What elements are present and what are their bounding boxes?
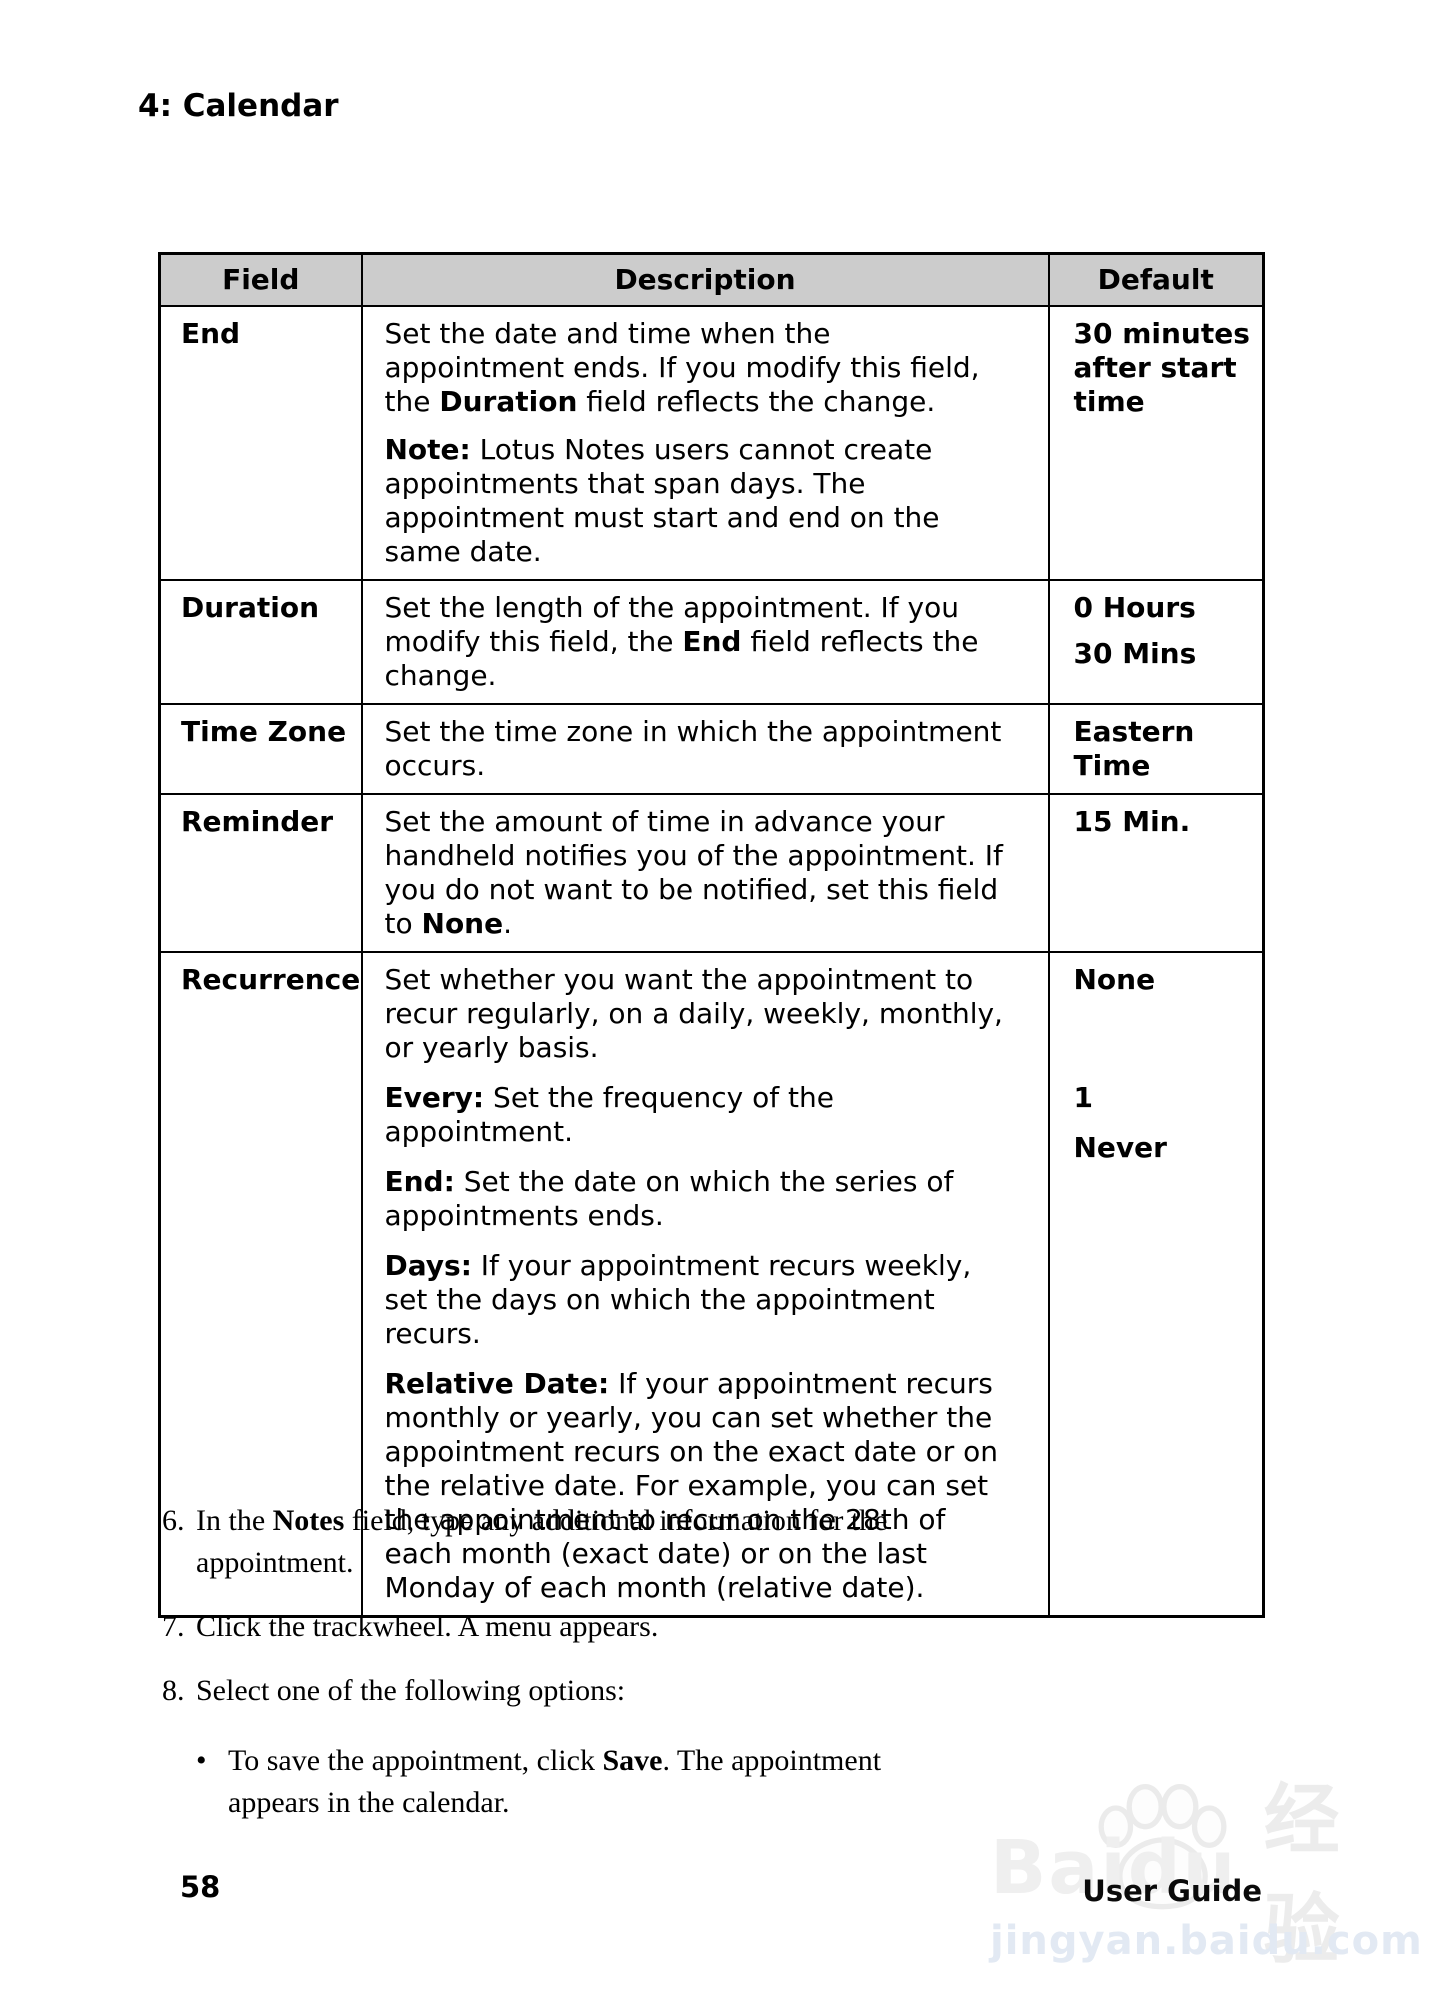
default-value: 1 xyxy=(1073,1081,1093,1114)
default-value: None xyxy=(1073,963,1156,996)
step-text: In the Notes field, type any additional … xyxy=(196,1504,888,1579)
step-8: 8. Select one of the following options: xyxy=(162,1670,914,1712)
table-row-reminder: Reminder Set the amount of time in advan… xyxy=(158,793,1265,953)
step-text: Select one of the following options: xyxy=(196,1674,626,1707)
default-value: 30 minutes after start time xyxy=(1073,317,1250,418)
baidu-jingyan-watermark: Baidu 经验 jingyan.baidu.com xyxy=(990,1775,1423,1974)
step-text: Click the trackwheel. A menu appears. xyxy=(196,1610,659,1643)
field-description: Set the time zone in which the appointme… xyxy=(360,703,1050,795)
field-default: None 1 Never xyxy=(1047,951,1265,1618)
step-number: 6. xyxy=(162,1504,185,1537)
field-name: Duration xyxy=(158,579,363,705)
description-note: Note: Lotus Notes users cannot create ap… xyxy=(384,433,940,568)
table-row-timezone: Time Zone Set the time zone in which the… xyxy=(158,703,1265,795)
bullet-text: To save the appointment, click Save. The… xyxy=(228,1744,882,1819)
field-name: Reminder xyxy=(158,793,363,953)
watermark-url: jingyan.baidu.com xyxy=(990,1918,1423,1964)
step-number: 8. xyxy=(162,1674,185,1707)
step-7: 7. Click the trackwheel. A menu appears. xyxy=(162,1606,914,1648)
default-value: 0 Hours xyxy=(1073,591,1196,624)
field-default: 15 Min. xyxy=(1047,793,1265,953)
description-paragraph: Every: Set the frequency of the appointm… xyxy=(384,1081,834,1148)
field-name: Time Zone xyxy=(158,703,363,795)
default-value: 30 Mins xyxy=(1073,637,1197,670)
table-row-recurrence: Recurrence Set whether you want the appo… xyxy=(158,951,1265,1618)
table-row-duration: Duration Set the length of the appointme… xyxy=(158,579,1265,705)
description-paragraph: Set the amount of time in advance your h… xyxy=(384,805,1003,940)
footer-doc-title: User Guide xyxy=(1082,1874,1262,1908)
field-name: End xyxy=(158,305,363,581)
description-paragraph: Set whether you want the appointment to … xyxy=(384,963,1003,1064)
table-header-row: Field Description Default xyxy=(158,252,1265,307)
description-paragraph: Relative Date: If your appointment recur… xyxy=(384,1367,999,1604)
field-name: Recurrence xyxy=(158,951,363,1618)
bullet-marker: • xyxy=(196,1744,207,1777)
description-paragraph: End: Set the date on which the series of… xyxy=(384,1165,954,1232)
step-number: 7. xyxy=(162,1610,185,1643)
bullet-save-option: • To save the appointment, click Save. T… xyxy=(196,1740,914,1824)
description-paragraph: Set the time zone in which the appointme… xyxy=(384,715,1002,782)
numbered-steps: 6. In the Notes field, type any addition… xyxy=(162,1500,914,1846)
default-value: 15 Min. xyxy=(1073,805,1191,838)
watermark-jingyan-cn-text: 经验 xyxy=(1263,1775,1340,1974)
default-value: Eastern Time xyxy=(1073,715,1195,782)
watermark-brand-row: Baidu 经验 xyxy=(990,1775,1360,1974)
page-number: 58 xyxy=(180,1870,221,1904)
chapter-title: 4: Calendar xyxy=(138,88,339,124)
column-header-field: Field xyxy=(158,252,363,307)
paw-icon xyxy=(1098,1784,1227,1910)
field-default: Eastern Time xyxy=(1047,703,1265,795)
description-paragraph: Set the length of the appointment. If yo… xyxy=(384,591,979,692)
watermark-baidu-text: Baidu xyxy=(990,1825,1238,1911)
field-default: 30 minutes after start time xyxy=(1047,305,1265,581)
description-paragraph: Days: If your appointment recurs weekly,… xyxy=(384,1249,972,1350)
step-6: 6. In the Notes field, type any addition… xyxy=(162,1500,914,1584)
column-header-default: Default xyxy=(1047,252,1265,307)
field-description: Set the amount of time in advance your h… xyxy=(360,793,1050,953)
field-description: Set the date and time when the appointme… xyxy=(360,305,1050,581)
table-row-end: End Set the date and time when the appoi… xyxy=(158,305,1265,581)
field-description: Set the length of the appointment. If yo… xyxy=(360,579,1050,705)
field-description: Set whether you want the appointment to … xyxy=(360,951,1050,1618)
field-default: 0 Hours 30 Mins xyxy=(1047,579,1265,705)
fields-table: Field Description Default End Set the da… xyxy=(158,252,1265,1618)
column-header-description: Description xyxy=(360,252,1050,307)
description-paragraph: Set the date and time when the appointme… xyxy=(384,317,980,418)
default-value: Never xyxy=(1073,1131,1167,1164)
